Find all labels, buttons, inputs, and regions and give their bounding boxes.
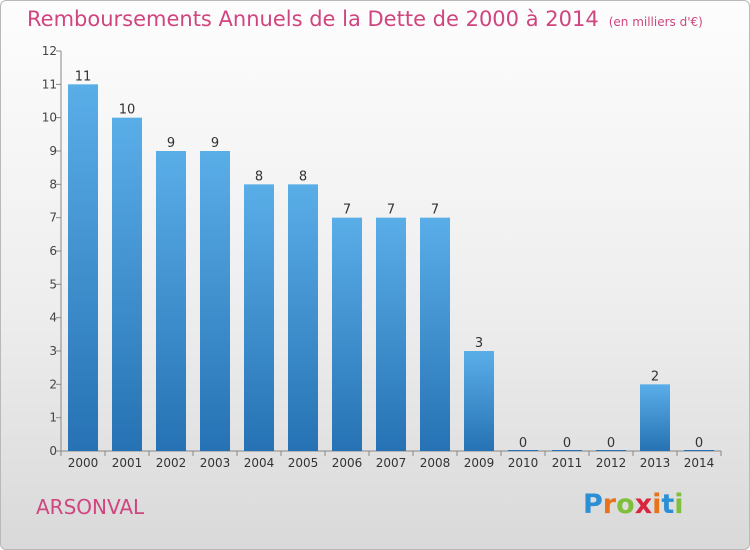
bar [288,184,318,452]
bar [244,184,274,452]
logo-letter: P [583,489,603,520]
logo-letter: t [661,489,675,520]
chart-data-labels: 11 10 9 9 8 8 7 7 7 3 0 0 0 2 0 [75,69,703,451]
bar [200,151,230,451]
bar [464,351,494,451]
x-tick-label: 2003 [200,456,231,470]
x-tick-label: 2004 [244,456,275,470]
bar [596,450,626,451]
y-tick-label: 3 [49,344,57,358]
data-label: 8 [299,169,307,184]
bar [640,384,670,451]
data-label: 7 [387,203,395,218]
chart-title: Remboursements Annuels de la Dette de 20… [27,7,703,31]
bar [68,84,98,451]
x-tick-label: 2007 [376,456,407,470]
data-label: 0 [519,436,527,451]
chart-bars [68,84,714,452]
data-label: 9 [211,136,219,151]
bar [420,217,450,451]
y-tick-label: 11 [42,77,57,91]
data-label: 0 [607,436,615,451]
y-tick-label: 5 [49,277,57,291]
y-tick-label: 9 [49,144,57,158]
bar [332,217,362,451]
bar [684,450,714,451]
x-tick-label: 2009 [464,456,495,470]
data-label: 7 [343,203,351,218]
bar [508,450,538,451]
proxiti-logo: Proxiti [583,489,684,520]
x-tick-label: 2013 [640,456,671,470]
data-label: 0 [563,436,571,451]
bar [156,151,186,451]
x-tick-label: 2002 [156,456,187,470]
x-tick-label: 2005 [288,456,319,470]
data-label: 11 [75,69,92,84]
logo-letter: i [652,489,662,520]
y-tick-label: 4 [49,311,57,325]
bar [376,217,406,451]
data-label: 8 [255,169,263,184]
x-tick-label: 2010 [508,456,539,470]
data-label: 9 [167,136,175,151]
x-tick-label: 2000 [68,456,99,470]
x-tick-label: 2008 [420,456,451,470]
data-label: 2 [651,369,659,384]
y-tick-label: 7 [49,211,57,225]
logo-letter: o [616,489,635,520]
x-tick-label: 2001 [112,456,143,470]
bar [112,117,142,452]
data-label: 0 [695,436,703,451]
y-tick-label: 6 [49,244,57,258]
data-label: 10 [119,103,136,118]
y-tick-label: 0 [49,444,57,458]
x-tick-label: 2014 [684,456,715,470]
unit-label: (en milliers d'€) [608,15,703,29]
commune-name: ARSONVAL [36,495,145,519]
y-tick-label: 2 [49,377,57,391]
data-label: 7 [431,203,439,218]
y-tick-label: 8 [49,177,57,191]
logo-letter: x [634,489,653,520]
logo-letter: i [674,489,684,520]
bar [552,450,582,451]
y-tick-label: 12 [42,44,57,58]
y-tick-label: 1 [49,411,57,425]
x-tick-label: 2006 [332,456,363,470]
data-label: 3 [475,336,483,351]
y-tick-label: 10 [42,111,57,125]
title-text: Remboursements Annuels de la Dette de 20… [27,7,599,31]
x-tick-label: 2012 [596,456,627,470]
x-tick-label: 2011 [552,456,583,470]
logo-letter: r [602,489,617,520]
